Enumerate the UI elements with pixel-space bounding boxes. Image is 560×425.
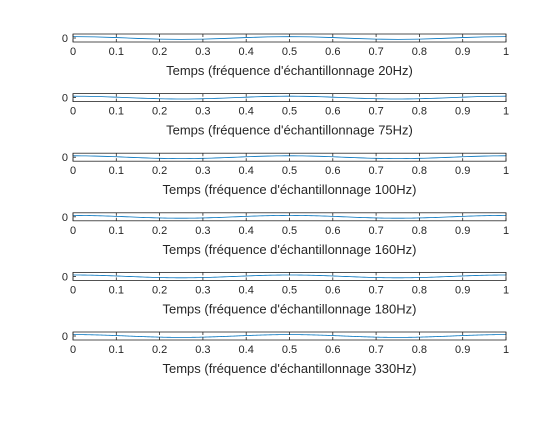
subplot-4: 0 0.1 0.2 0.3 0.4 0.5 0.6 0.7 0.8 0.9 1 0 Temps (fré… xyxy=(62,212,509,257)
x-tick-label: 1 xyxy=(503,165,509,177)
x-tick-label: 0.8 xyxy=(412,284,427,296)
x-tick-label: 0.6 xyxy=(325,225,340,237)
x-tick-label: 0.2 xyxy=(152,165,167,177)
x-tick-label: 0.5 xyxy=(282,284,297,296)
x-tick-label: 0.9 xyxy=(455,165,470,177)
x-tick-label: 0.4 xyxy=(239,284,254,296)
x-tick-label: 0.2 xyxy=(152,46,167,58)
x-tick-label: 0 xyxy=(70,284,76,296)
x-tick-label: 0 xyxy=(70,165,76,177)
x-axis-label: Temps (fréquence d'échantillonnage 160Hz… xyxy=(163,242,417,257)
x-tick-label: 1 xyxy=(503,344,509,356)
x-tick-label: 1 xyxy=(503,46,509,58)
y-tick-label: 0 xyxy=(62,271,68,283)
x-tick-label: 0.1 xyxy=(109,284,124,296)
x-tick-label: 0 xyxy=(70,106,76,118)
signal-line xyxy=(73,274,506,279)
signal-line xyxy=(72,36,507,40)
y-tick-label: 0 xyxy=(62,93,68,105)
y-tick-label: 0 xyxy=(62,152,68,164)
x-tick-label: 0.7 xyxy=(368,46,383,58)
x-tick-label: 0.3 xyxy=(195,284,210,296)
x-axis-label: Temps (fréquence d'échantillonnage 75Hz) xyxy=(166,123,413,138)
x-tick-label: 0.9 xyxy=(455,284,470,296)
x-tick-label: 0.8 xyxy=(412,344,427,356)
x-tick-label: 0.2 xyxy=(152,344,167,356)
x-tick-label: 0.5 xyxy=(282,344,297,356)
x-tick-label: 0.9 xyxy=(455,106,470,118)
subplot-3: 0 0.1 0.2 0.3 0.4 0.5 0.6 0.7 0.8 0.9 1 0 Temps (fré… xyxy=(62,152,509,197)
x-tick-label: 0.2 xyxy=(152,225,167,237)
x-tick-label: 0.5 xyxy=(282,165,297,177)
x-tick-label: 0.3 xyxy=(195,46,210,58)
x-tick-label: 0.1 xyxy=(109,165,124,177)
x-axis-label: Temps (fréquence d'échantillonnage 330Hz… xyxy=(163,361,417,376)
x-tick-label: 0.8 xyxy=(412,165,427,177)
signal-line xyxy=(72,95,507,100)
x-tick-label: 0.4 xyxy=(239,106,254,118)
x-tick-label: 0.2 xyxy=(152,106,167,118)
y-tick-label: 0 xyxy=(62,33,68,45)
x-tick-label: 0.9 xyxy=(455,46,470,58)
subplot-1: 0 0.1 0.2 0.3 0.4 0.5 0.6 0.7 0.8 0.9 1 0 Temps (fré… xyxy=(62,33,509,78)
x-tick-label: 0.3 xyxy=(195,106,210,118)
x-tick-label: 0.9 xyxy=(455,225,470,237)
x-tick-label: 1 xyxy=(503,284,509,296)
x-tick-label: 0 xyxy=(70,344,76,356)
x-tick-label: 0.8 xyxy=(412,225,427,237)
x-tick-label: 0.3 xyxy=(195,344,210,356)
x-tick-label: 0.6 xyxy=(325,46,340,58)
x-tick-label: 0 xyxy=(70,46,76,58)
x-tick-label: 0.7 xyxy=(368,165,383,177)
x-tick-label: 0.6 xyxy=(325,284,340,296)
x-tick-label: 0 xyxy=(70,225,76,237)
x-axis-label: Temps (fréquence d'échantillonnage 100Hz… xyxy=(163,182,417,197)
x-tick-label: 0.9 xyxy=(455,344,470,356)
x-tick-label: 0.6 xyxy=(325,106,340,118)
x-tick-label: 0.4 xyxy=(239,225,254,237)
x-tick-label: 0.6 xyxy=(325,165,340,177)
x-tick-label: 0.5 xyxy=(282,225,297,237)
subplot-5: 0 0.1 0.2 0.3 0.4 0.5 0.6 0.7 0.8 0.9 1 0 Temps (fré… xyxy=(62,271,509,316)
x-tick-label: 0.4 xyxy=(239,344,254,356)
signal-line xyxy=(73,215,506,219)
x-tick-label: 1 xyxy=(503,225,509,237)
subplot-6: 0 0.1 0.2 0.3 0.4 0.5 0.6 0.7 0.8 0.9 1 0 Temps (fré… xyxy=(62,331,509,376)
x-tick-label: 0.1 xyxy=(109,46,124,58)
x-tick-label: 0.4 xyxy=(239,165,254,177)
x-tick-label: 0.1 xyxy=(109,225,124,237)
x-tick-label: 0.4 xyxy=(239,46,254,58)
x-tick-label: 0.5 xyxy=(282,106,297,118)
x-tick-label: 0.2 xyxy=(152,284,167,296)
y-tick-label: 0 xyxy=(62,212,68,224)
x-tick-label: 0.1 xyxy=(109,344,124,356)
x-tick-label: 0.3 xyxy=(195,165,210,177)
y-tick-label: 0 xyxy=(62,331,68,343)
x-tick-label: 1 xyxy=(503,106,509,118)
x-axis-label: Temps (fréquence d'échantillonnage 180Hz… xyxy=(163,301,417,316)
x-tick-label: 0.7 xyxy=(368,344,383,356)
signal-line xyxy=(73,334,506,338)
signal-line xyxy=(72,155,507,160)
subplot-2: 0 0.1 0.2 0.3 0.4 0.5 0.6 0.7 0.8 0.9 1 0 Temps (fré… xyxy=(62,93,509,138)
x-tick-label: 0.8 xyxy=(412,46,427,58)
x-tick-label: 0.8 xyxy=(412,106,427,118)
x-axis-label: Temps (fréquence d'échantillonnage 20Hz) xyxy=(166,63,413,78)
x-tick-label: 0.7 xyxy=(368,106,383,118)
x-tick-label: 0.7 xyxy=(368,225,383,237)
x-tick-label: 0.1 xyxy=(109,106,124,118)
x-tick-label: 0.7 xyxy=(368,284,383,296)
x-tick-label: 0.3 xyxy=(195,225,210,237)
x-tick-label: 0.5 xyxy=(282,46,297,58)
x-tick-label: 0.6 xyxy=(325,344,340,356)
